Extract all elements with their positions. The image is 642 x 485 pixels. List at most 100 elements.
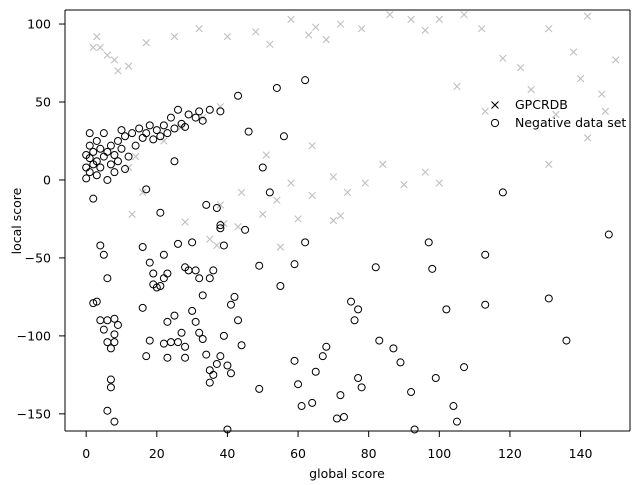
gpcrdb-point — [223, 32, 232, 41]
negative-point — [170, 124, 179, 133]
negative-point — [195, 328, 204, 337]
gpcrdb-point — [131, 152, 140, 161]
negative-point — [85, 154, 94, 163]
negative-point — [163, 269, 172, 278]
negative-point — [85, 168, 94, 177]
gpcrdb-point — [110, 56, 119, 64]
gpcrdb-point — [308, 191, 316, 200]
negative-point — [99, 129, 108, 138]
negative-point — [544, 294, 553, 303]
negative-point — [339, 412, 348, 421]
negative-point — [371, 263, 380, 272]
negative-point — [138, 243, 147, 252]
y-tick-label: 50 — [35, 94, 51, 109]
negative-point — [174, 338, 182, 347]
gpcrdb-point — [251, 28, 260, 36]
negative-point — [103, 406, 112, 415]
negative-point — [117, 126, 126, 135]
gpcrdb-point — [103, 51, 112, 59]
negative-point — [481, 300, 490, 309]
negative-point — [159, 274, 168, 283]
negative-point — [110, 168, 119, 177]
negative-point — [410, 425, 419, 434]
gpcrdb-point — [142, 39, 150, 47]
negative-point — [396, 358, 405, 367]
negative-point — [234, 91, 243, 100]
negative-point — [156, 281, 165, 290]
gpcrdb-point — [259, 210, 267, 218]
negative-point — [205, 366, 214, 375]
negative-point — [498, 188, 507, 197]
negative-point — [85, 141, 94, 150]
legend-marker-gpcrdb — [491, 101, 499, 109]
negative-point — [442, 305, 451, 314]
gpcrdb-point — [545, 160, 553, 169]
negative-point — [138, 303, 147, 312]
negative-point — [205, 105, 214, 114]
gpcrdb-point — [453, 82, 461, 91]
negative-point — [255, 384, 264, 393]
negative-point — [99, 325, 108, 334]
negative-point — [103, 316, 112, 325]
series-1 — [82, 76, 613, 434]
gpcrdb-point — [460, 10, 468, 19]
gpcrdb-point — [583, 134, 592, 142]
negative-point — [82, 163, 91, 172]
negative-point — [145, 336, 154, 345]
negative-point — [354, 373, 363, 382]
negative-point — [128, 129, 137, 138]
gpcrdb-point — [336, 20, 345, 28]
negative-point — [191, 266, 200, 275]
negative-point — [223, 361, 232, 370]
gpcrdb-point — [138, 188, 147, 197]
gpcrdb-point — [262, 151, 270, 159]
negative-point — [216, 221, 225, 230]
negative-point — [110, 338, 119, 347]
gpcrdb-point — [322, 35, 331, 44]
negative-point — [135, 124, 144, 133]
negative-point — [188, 306, 197, 315]
legend: GPCRDB Negative data set — [490, 97, 626, 130]
negative-point — [103, 147, 112, 156]
gpcrdb-point — [386, 10, 394, 19]
negative-point — [276, 281, 285, 290]
x-tick-label: 60 — [290, 446, 306, 461]
negative-point — [163, 353, 172, 362]
negative-point — [322, 342, 331, 351]
y-axis-title: local score — [9, 187, 24, 254]
gpcrdb-point — [266, 40, 274, 48]
x-tick-label: 120 — [498, 446, 522, 461]
negative-point — [350, 316, 359, 325]
negative-point — [142, 129, 151, 138]
gpcrdb-point — [96, 43, 105, 52]
negative-point — [82, 174, 91, 183]
gpcrdb-point — [407, 15, 415, 24]
gpcrdb-point — [601, 107, 609, 116]
negative-point — [156, 208, 165, 217]
negative-point — [159, 250, 168, 259]
negative-point — [230, 292, 239, 301]
gpcrdb-point — [128, 210, 136, 218]
negative-point — [170, 311, 179, 320]
gpcrdb-point — [527, 85, 535, 94]
gpcrdb-point — [435, 179, 444, 187]
negative-point — [354, 305, 363, 314]
gpcrdb-point — [170, 32, 179, 41]
negative-point — [99, 250, 108, 259]
negative-point — [149, 135, 158, 144]
gpcrdb-point — [304, 31, 313, 39]
negative-point — [481, 250, 490, 259]
negative-point — [163, 129, 172, 138]
negative-point — [145, 258, 154, 267]
negative-point — [177, 328, 186, 337]
gpcrdb-point — [499, 54, 507, 63]
legend-label-negative: Negative data set — [515, 115, 626, 130]
gpcrdb-point — [93, 32, 101, 41]
gpcrdb-point — [160, 137, 168, 145]
gpcrdb-point — [89, 43, 97, 52]
negative-point — [219, 331, 228, 340]
gpcrdb-point — [276, 243, 285, 251]
negative-point — [318, 352, 327, 361]
x-tick-label: 20 — [149, 446, 165, 461]
negative-point — [96, 241, 105, 250]
